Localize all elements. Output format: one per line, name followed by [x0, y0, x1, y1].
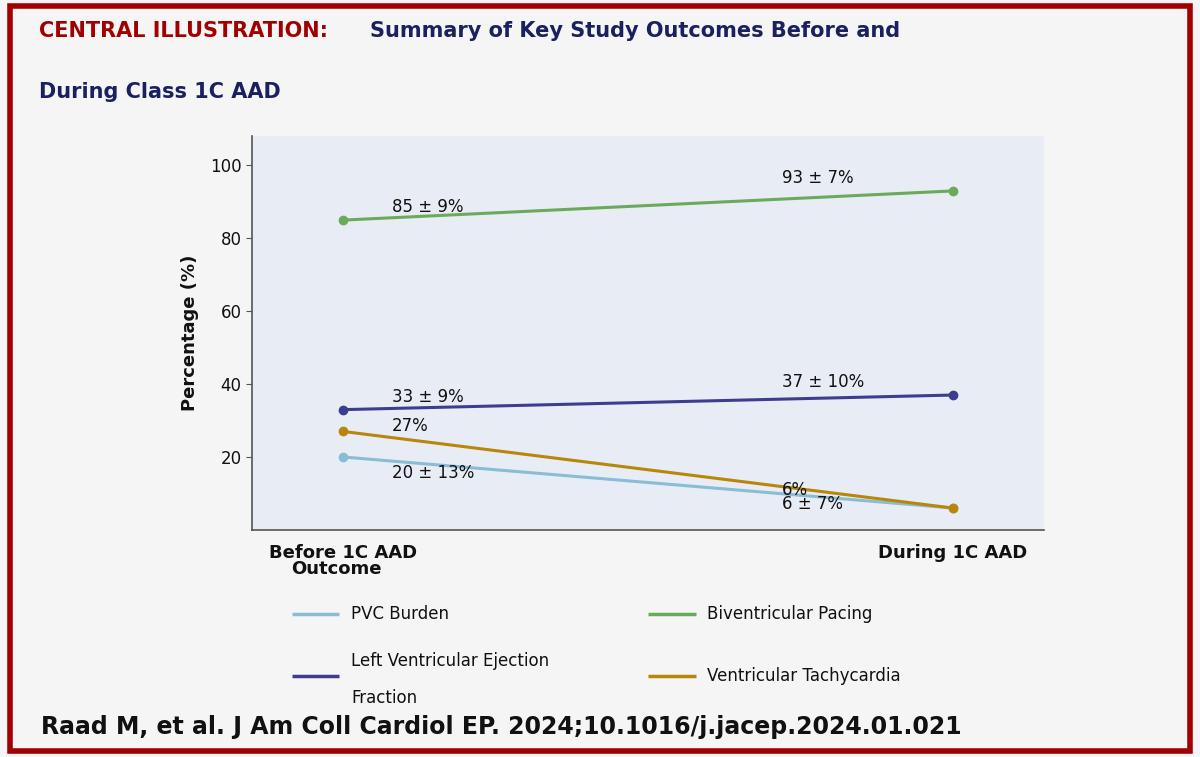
Text: 37 ± 10%: 37 ± 10%	[782, 373, 864, 391]
Text: 93 ± 7%: 93 ± 7%	[782, 170, 853, 187]
Text: Ventricular Tachycardia: Ventricular Tachycardia	[708, 667, 901, 685]
Text: 20 ± 13%: 20 ± 13%	[392, 464, 474, 482]
Text: 6%: 6%	[782, 481, 808, 499]
Text: 85 ± 9%: 85 ± 9%	[392, 198, 463, 217]
Text: During Class 1C AAD: During Class 1C AAD	[38, 83, 281, 102]
Text: PVC Burden: PVC Burden	[352, 605, 449, 623]
Text: 6 ± 7%: 6 ± 7%	[782, 496, 844, 513]
Text: 33 ± 9%: 33 ± 9%	[392, 388, 464, 406]
Text: Fraction: Fraction	[352, 689, 418, 706]
Text: Outcome: Outcome	[292, 559, 382, 578]
Text: 27%: 27%	[392, 417, 428, 435]
Text: CENTRAL ILLUSTRATION:: CENTRAL ILLUSTRATION:	[38, 20, 328, 41]
Text: Raad M, et al. J Am Coll Cardiol EP. 2024;10.1016/j.jacep.2024.01.021: Raad M, et al. J Am Coll Cardiol EP. 202…	[41, 715, 962, 739]
Text: Left Ventricular Ejection: Left Ventricular Ejection	[352, 653, 550, 670]
Text: Summary of Key Study Outcomes Before and: Summary of Key Study Outcomes Before and	[370, 20, 900, 41]
Y-axis label: Percentage (%): Percentage (%)	[181, 255, 199, 411]
Text: Biventricular Pacing: Biventricular Pacing	[708, 605, 872, 623]
